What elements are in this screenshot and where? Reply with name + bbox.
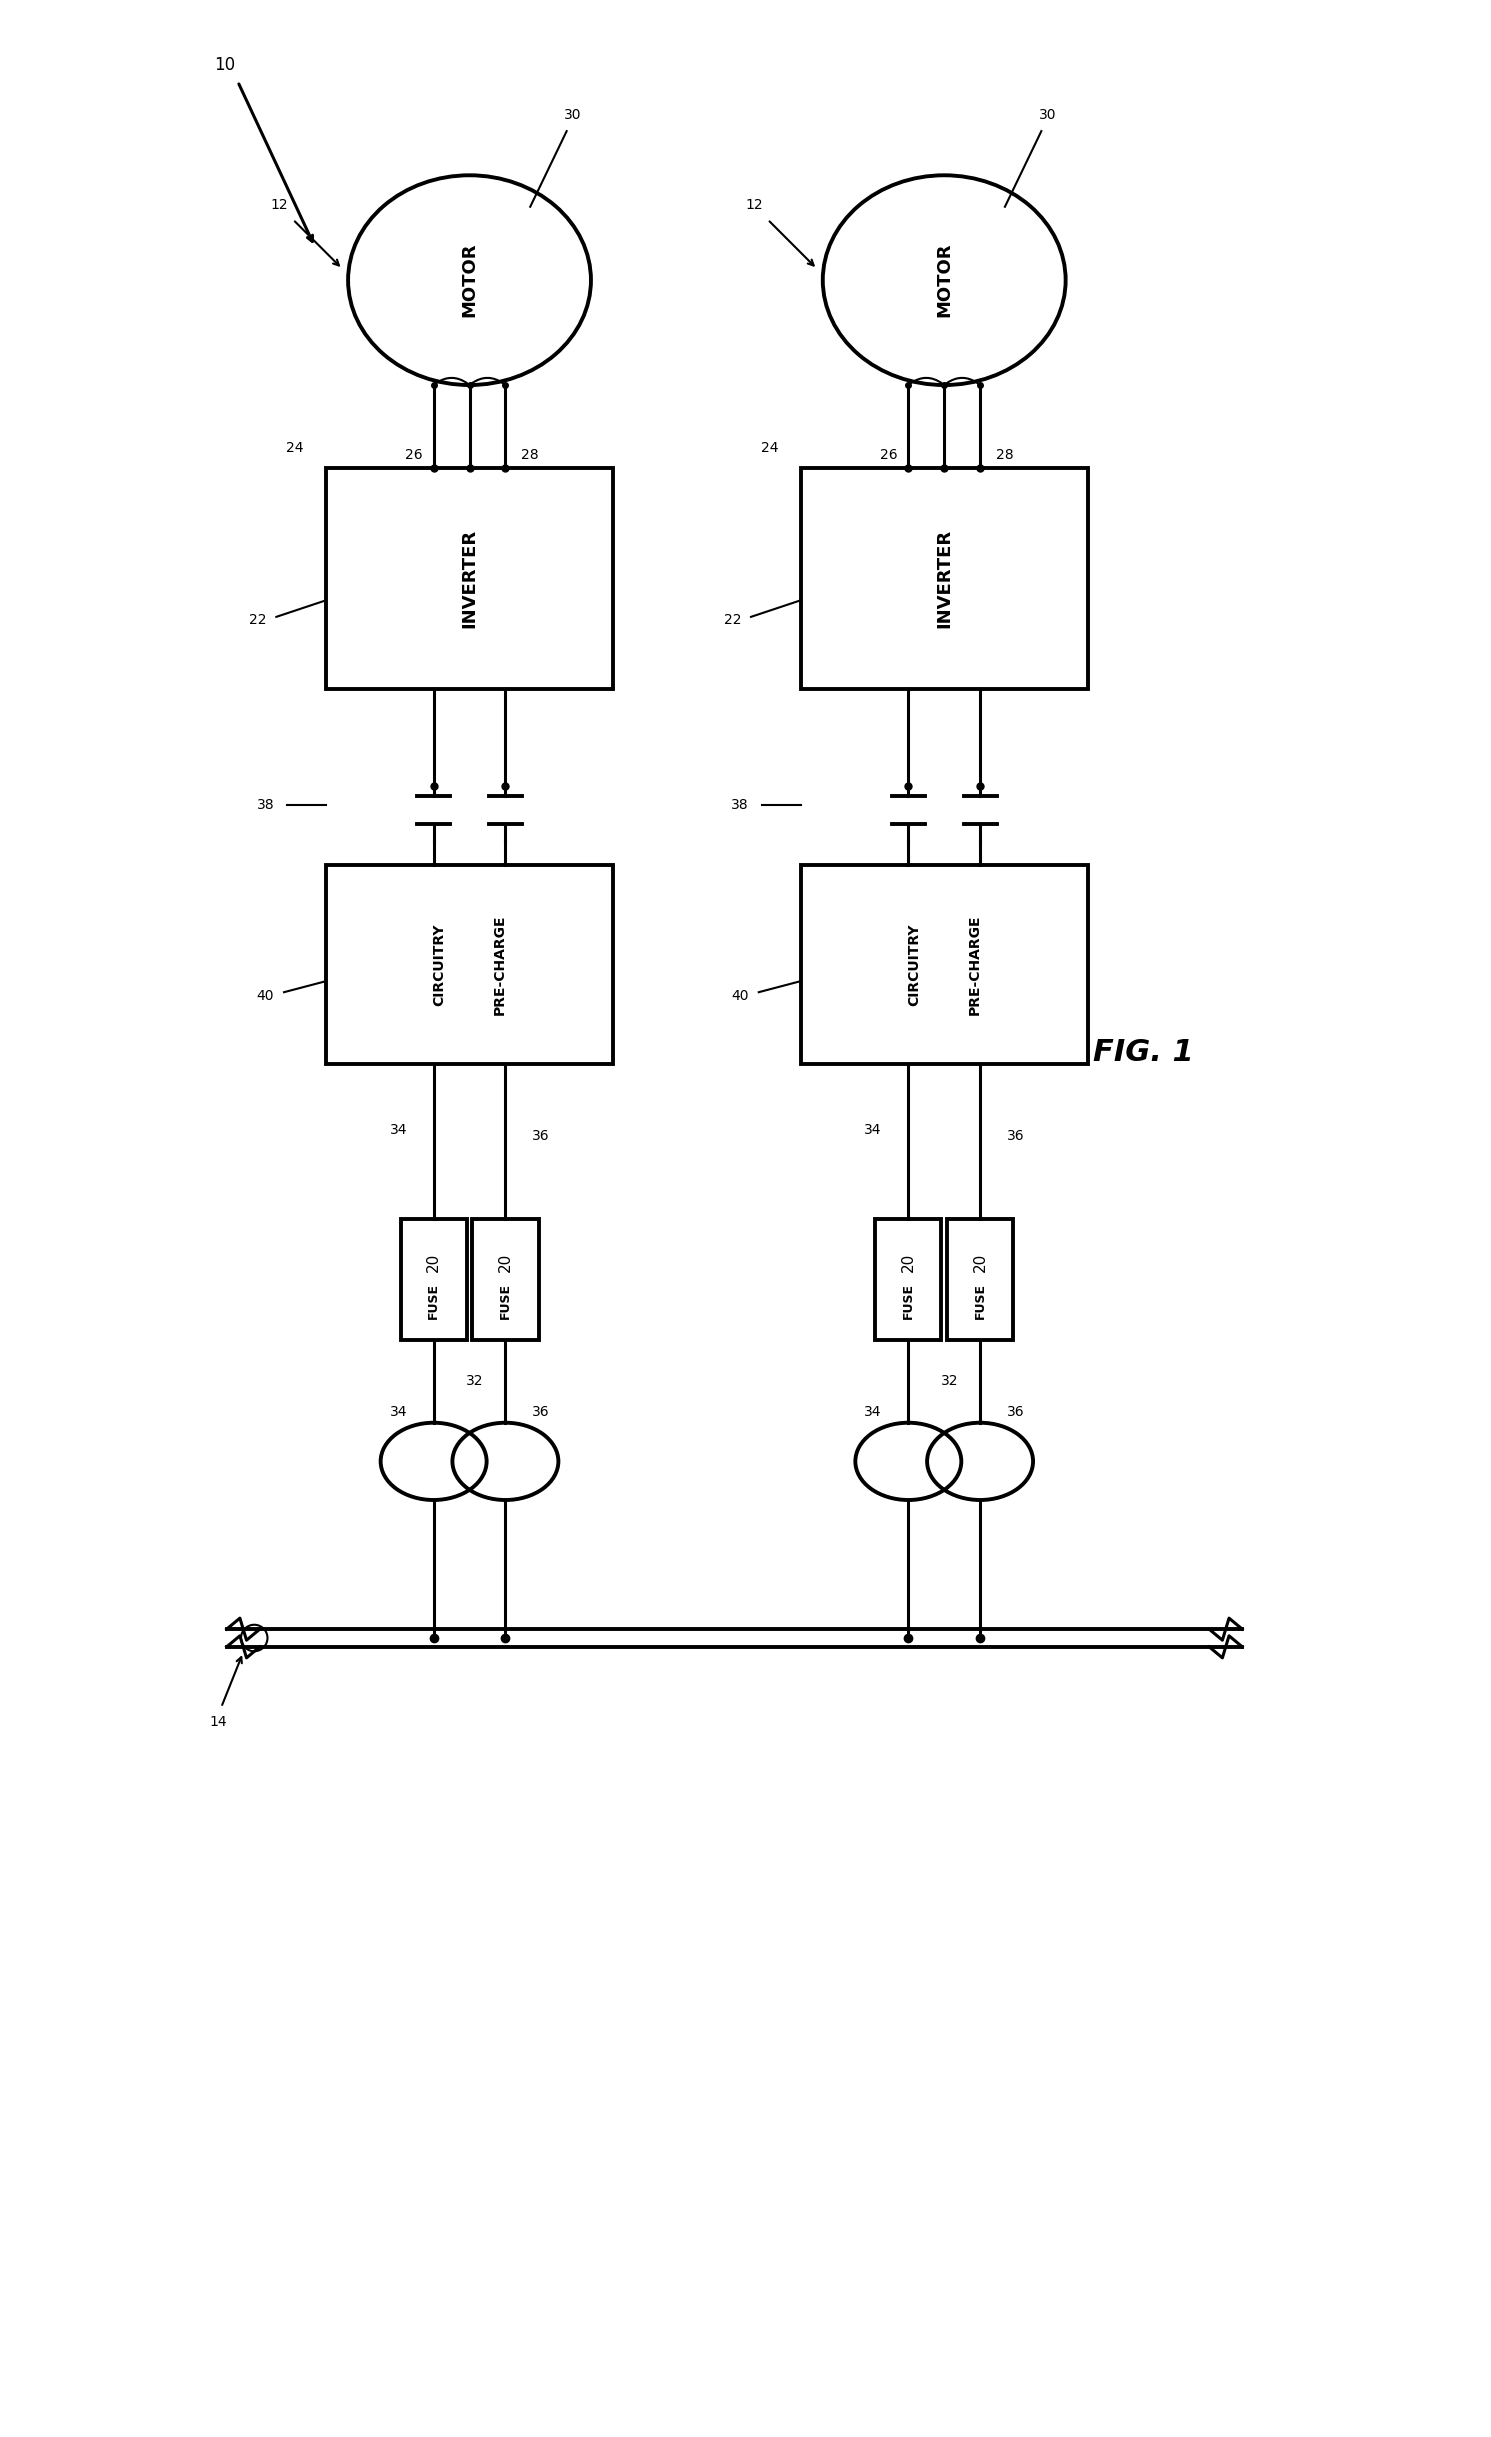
Text: 40: 40 — [256, 989, 274, 1002]
Text: 26: 26 — [880, 448, 898, 461]
Text: 36: 36 — [532, 1128, 550, 1143]
Text: 40: 40 — [731, 989, 748, 1002]
Bar — [875, 1218, 941, 1340]
Text: 36: 36 — [1006, 1404, 1024, 1418]
Text: 22: 22 — [723, 614, 741, 626]
Text: MOTOR: MOTOR — [461, 244, 479, 317]
Text: CIRCUITRY: CIRCUITRY — [432, 924, 446, 1006]
Text: PRE-CHARGE: PRE-CHARGE — [494, 914, 507, 1014]
Text: INVERTER: INVERTER — [935, 529, 953, 629]
Text: 28: 28 — [996, 448, 1014, 461]
Text: 28: 28 — [520, 448, 538, 461]
Text: 36: 36 — [1006, 1128, 1024, 1143]
Text: 20: 20 — [426, 1253, 441, 1272]
Text: 26: 26 — [406, 448, 422, 461]
Text: 36: 36 — [532, 1404, 550, 1418]
Text: 20: 20 — [901, 1253, 915, 1272]
Text: 20: 20 — [972, 1253, 987, 1272]
Text: 24: 24 — [286, 441, 304, 456]
Text: 34: 34 — [865, 1404, 881, 1418]
Text: FUSE: FUSE — [974, 1284, 987, 1318]
Bar — [801, 865, 1088, 1065]
Text: 32: 32 — [941, 1374, 959, 1389]
Text: INVERTER: INVERTER — [461, 529, 479, 629]
Bar — [327, 865, 613, 1065]
Text: CIRCUITRY: CIRCUITRY — [907, 924, 921, 1006]
Text: 22: 22 — [249, 614, 267, 626]
Bar — [401, 1218, 467, 1340]
Text: 38: 38 — [256, 797, 274, 812]
Text: 30: 30 — [564, 107, 581, 122]
Bar — [801, 468, 1088, 690]
Text: MOTOR: MOTOR — [935, 244, 953, 317]
Bar — [327, 468, 613, 690]
Text: 12: 12 — [271, 197, 288, 212]
Text: 32: 32 — [467, 1374, 483, 1389]
Text: 34: 34 — [865, 1123, 881, 1138]
Text: FIG. 1: FIG. 1 — [1093, 1038, 1193, 1067]
Text: 24: 24 — [760, 441, 778, 456]
Text: 20: 20 — [498, 1253, 513, 1272]
Text: 30: 30 — [1039, 107, 1056, 122]
Text: 34: 34 — [389, 1404, 407, 1418]
Text: FUSE: FUSE — [499, 1284, 511, 1318]
Text: PRE-CHARGE: PRE-CHARGE — [968, 914, 981, 1014]
Bar — [473, 1218, 538, 1340]
Text: 10: 10 — [213, 56, 236, 73]
Text: 34: 34 — [389, 1123, 407, 1138]
Text: 38: 38 — [731, 797, 748, 812]
Text: 12: 12 — [746, 197, 763, 212]
Bar — [947, 1218, 1014, 1340]
Text: FUSE: FUSE — [902, 1284, 915, 1318]
Text: 14: 14 — [209, 1716, 227, 1728]
Text: FUSE: FUSE — [426, 1284, 440, 1318]
